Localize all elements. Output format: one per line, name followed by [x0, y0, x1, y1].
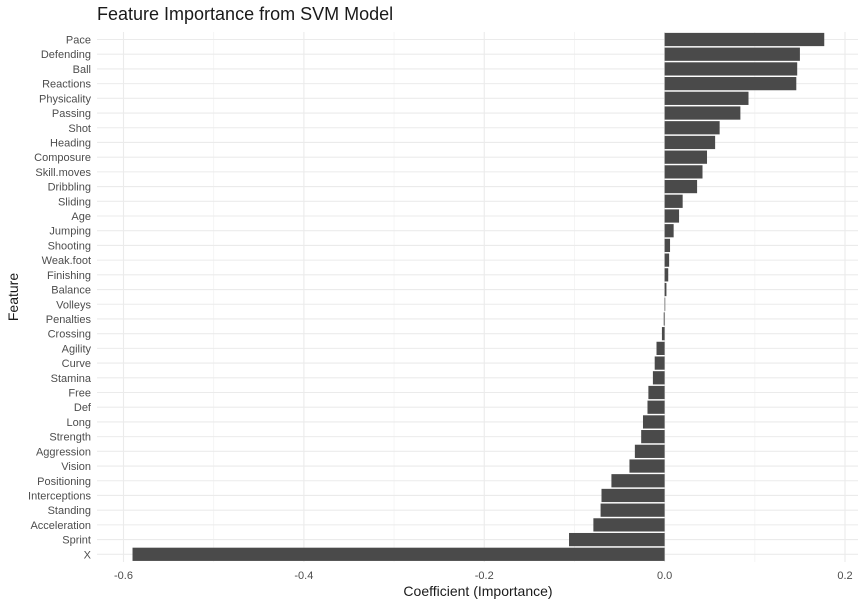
- chart-title: Feature Importance from SVM Model: [97, 4, 393, 24]
- x-tick-label: -0.6: [114, 570, 133, 582]
- bar-defending: [664, 47, 800, 61]
- y-tick-label: Crossing: [48, 329, 91, 341]
- bar-interceptions: [601, 488, 665, 503]
- bar-reactions: [664, 77, 797, 91]
- y-tick-label: Free: [68, 388, 91, 400]
- bar-composure: [664, 150, 708, 164]
- x-tick-labels: -0.6 -0.4 -0.2 0.0 0.2: [114, 570, 853, 582]
- bar-balance: [664, 282, 667, 297]
- x-tick-label: 0.2: [837, 570, 852, 582]
- y-tick-label: Shot: [68, 123, 91, 135]
- y-tick-label: Balance: [51, 285, 91, 297]
- bar-def: [647, 400, 665, 414]
- bar-long: [642, 415, 665, 429]
- bar-sprint: [569, 532, 665, 547]
- bar-curve: [654, 356, 665, 370]
- y-tick-label: Age: [71, 211, 91, 223]
- bar-pace: [664, 32, 825, 47]
- y-tick-label: Agility: [62, 343, 92, 355]
- y-tick-label: Curve: [62, 358, 91, 370]
- y-tick-label: Physicality: [39, 93, 91, 105]
- y-tick-label: Penalties: [46, 314, 92, 326]
- y-tick-label: Pace: [66, 35, 91, 47]
- x-axis-title: Coefficient (Importance): [403, 583, 552, 599]
- y-tick-label: Defending: [41, 49, 91, 61]
- y-tick-label: Passing: [52, 108, 91, 120]
- bar-shooting: [664, 238, 671, 253]
- y-tick-label: X: [84, 549, 92, 561]
- y-tick-label: Ball: [73, 64, 91, 76]
- bar-shot: [664, 121, 720, 135]
- bar-heading: [664, 135, 716, 150]
- bar-physicality: [664, 91, 749, 105]
- y-tick-label: Jumping: [49, 226, 91, 238]
- y-tick-label: Volleys: [56, 299, 91, 311]
- x-tick-label: -0.4: [294, 570, 313, 582]
- bar-penalties: [663, 312, 665, 326]
- bar-dribbling: [664, 179, 698, 194]
- grid: [97, 32, 858, 562]
- y-tick-label: Aggression: [36, 446, 91, 458]
- bars: [132, 32, 825, 561]
- bar-age: [664, 209, 680, 223]
- y-tick-label: Finishing: [47, 270, 91, 282]
- bar-agility: [656, 341, 665, 355]
- bar-weak-foot: [664, 253, 670, 267]
- bar-free: [648, 385, 665, 400]
- x-tick-label: 0.0: [657, 570, 672, 582]
- y-tick-label: Sprint: [62, 535, 91, 547]
- y-axis-title: Feature: [5, 273, 21, 321]
- y-tick-label: Long: [67, 417, 91, 429]
- bar-finishing: [664, 268, 669, 282]
- y-tick-labels: Pace Defending Ball Reactions Physicality Pas…: [28, 35, 92, 562]
- bar-stamina: [652, 371, 665, 385]
- y-tick-label: Standing: [48, 505, 91, 517]
- bar-sliding: [664, 194, 683, 208]
- bar-acceleration: [593, 518, 665, 532]
- bar-volleys: [664, 297, 666, 311]
- bar-jumping: [664, 224, 674, 238]
- y-tick-label: Composure: [34, 152, 91, 164]
- y-tick-label: Vision: [61, 461, 91, 473]
- y-tick-label: Positioning: [37, 476, 91, 488]
- y-tick-label: Strength: [49, 432, 91, 444]
- y-tick-label: Heading: [50, 137, 91, 149]
- y-tick-label: Skill.moves: [35, 167, 91, 179]
- bar-strength: [641, 430, 665, 444]
- bar-crossing: [661, 327, 665, 341]
- y-tick-label: Acceleration: [30, 520, 91, 532]
- bar-vision: [629, 459, 665, 473]
- x-tick-label: -0.2: [475, 570, 494, 582]
- y-tick-label: Stamina: [51, 373, 92, 385]
- y-tick-label: Shooting: [48, 240, 91, 252]
- y-tick-label: Reactions: [42, 79, 91, 91]
- y-tick-label: Def: [74, 402, 92, 414]
- y-tick-label: Weak.foot: [42, 255, 91, 267]
- y-tick-label: Interceptions: [28, 490, 91, 502]
- bar-passing: [664, 106, 741, 120]
- bar-positioning: [611, 474, 665, 488]
- bar-aggression: [634, 444, 665, 458]
- y-tick-label: Dribbling: [48, 182, 91, 194]
- bar-standing: [600, 503, 665, 517]
- bar-ball: [664, 62, 798, 76]
- bar-x: [132, 547, 665, 561]
- y-tick-label: Sliding: [58, 196, 91, 208]
- bar-skill-moves: [664, 165, 703, 179]
